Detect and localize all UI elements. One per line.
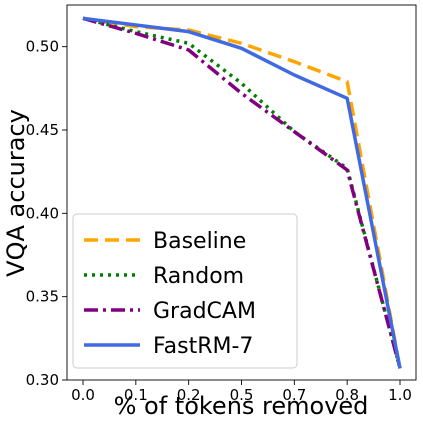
legend-label: FastRM-7	[153, 334, 253, 359]
series-line-fastrm-7	[82, 16, 402, 369]
x-tick-label: 1.0	[388, 386, 412, 404]
y-tick-label: 0.30	[26, 371, 59, 389]
y-axis-title: VQA accuracy	[2, 109, 30, 277]
legend-box	[72, 213, 298, 369]
x-tick-label: 0.1	[124, 386, 148, 404]
series-line-gradcam	[82, 16, 402, 369]
x-tick-label: 0.8	[335, 386, 359, 404]
y-tick-label: 0.45	[26, 121, 59, 139]
x-axis-title: % of tokens removed	[114, 392, 369, 420]
series-lines	[82, 16, 402, 369]
x-tick-label: 0.5	[230, 386, 254, 404]
x-tick-label: 0.7	[282, 386, 306, 404]
x-tick-label: 0.2	[177, 386, 201, 404]
legend-label: Random	[153, 264, 244, 289]
y-tick-label: 0.40	[26, 204, 59, 222]
y-axis-ticks: 0.30 0.35 0.40 0.45 0.50	[26, 38, 67, 389]
x-axis-ticks: 0.0 0.1 0.2 0.5 0.7 0.8 1.0	[71, 380, 412, 404]
legend-label: GradCAM	[153, 299, 256, 324]
y-tick-label: 0.35	[26, 288, 59, 306]
legend-label: Baseline	[153, 229, 246, 254]
x-tick-label: 0.0	[71, 386, 95, 404]
legend: Baseline Random GradCAM FastRM-7	[72, 213, 298, 369]
y-tick-label: 0.50	[26, 38, 59, 56]
